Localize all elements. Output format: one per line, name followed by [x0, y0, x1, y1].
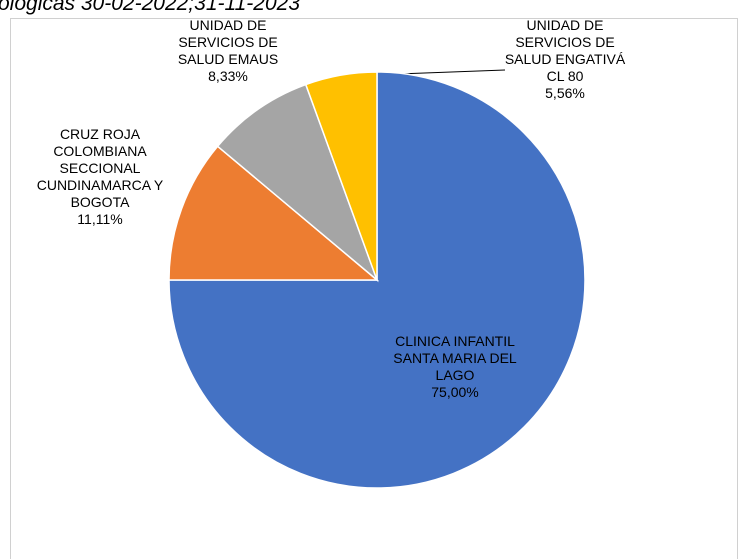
- chart-title: ológicas 30-02-2022;31-11-2023: [0, 0, 300, 15]
- data-label: CRUZ ROJA COLOMBIANA SECCIONAL CUNDINAMA…: [30, 126, 170, 228]
- category-label: UNIDAD DE SERVICIOS DE SALUD EMAUS: [177, 17, 279, 67]
- value-label: 5,56%: [545, 85, 585, 101]
- data-label: CLINICA INFANTIL SANTA MARIA DEL LAGO75,…: [385, 333, 525, 401]
- pie-slice: [168, 145, 380, 281]
- value-label: 11,11%: [77, 211, 123, 227]
- pie-slice: [168, 71, 586, 489]
- category-label: CLINICA INFANTIL SANTA MARIA DEL LAGO: [393, 333, 517, 383]
- data-label-box: CLINICA INFANTIL SANTA MARIA DEL LAGO 75,…: [385, 333, 525, 401]
- data-label: UNIDAD DE SERVICIOS DE SALUD ENGATIVÁ CL…: [500, 17, 630, 102]
- category-label: CRUZ ROJA COLOMBIANA SECCIONAL CUNDINAMA…: [36, 126, 164, 210]
- value-label: 75,00%: [431, 384, 479, 400]
- data-label-box: UNIDAD DE SERVICIOS DE SALUD EMAUS 8,33%: [160, 17, 296, 85]
- data-label-box: CRUZ ROJA COLOMBIANA SECCIONAL CUNDINAMA…: [30, 126, 170, 228]
- data-label-box: UNIDAD DE SERVICIOS DE SALUD ENGATIVÁ CL…: [500, 17, 630, 102]
- category-label: UNIDAD DE SERVICIOS DE SALUD ENGATIVÁ CL…: [504, 17, 626, 84]
- pie-slice: [304, 71, 378, 281]
- pie-slice: [216, 83, 379, 283]
- value-label: 8,33%: [208, 68, 248, 84]
